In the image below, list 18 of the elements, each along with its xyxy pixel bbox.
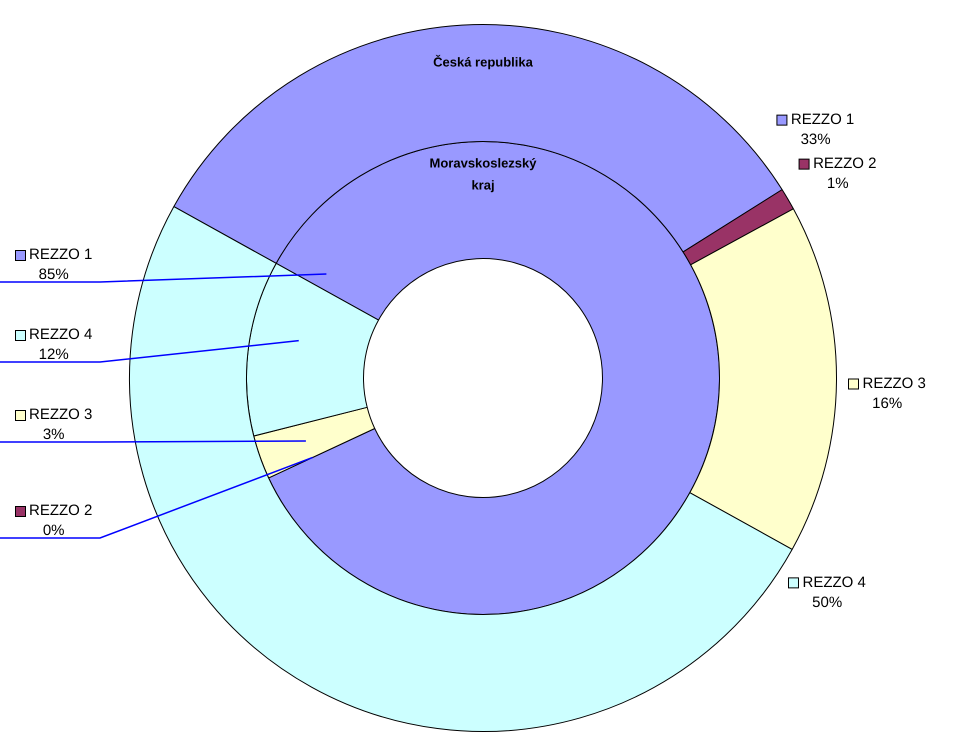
- data-label: 3%: [42, 426, 65, 444]
- data-label: 85%: [38, 266, 69, 284]
- data-label: 12%: [38, 346, 69, 364]
- category-label: REZZO 4: [29, 326, 92, 344]
- text: 0%: [42, 522, 65, 540]
- category-label: REZZO 1: [29, 246, 92, 264]
- legend-label: REZZO 4: [802, 574, 866, 591]
- category-label: REZZO 2: [29, 502, 92, 520]
- legend-label: REZZO 2: [813, 155, 876, 172]
- slice-label: Česká republika: [433, 54, 534, 70]
- data-label: 1%: [826, 175, 849, 192]
- legend-label: REZZO 1: [790, 111, 854, 128]
- data-label: 16%: [872, 395, 902, 412]
- data-label: 50%: [812, 594, 842, 611]
- category-label: REZZO 3: [29, 406, 92, 424]
- slice-label: Moravskoslezský kraj: [430, 156, 538, 193]
- legend-label: REZZO 3: [862, 375, 926, 392]
- data-label: 33%: [800, 131, 831, 148]
